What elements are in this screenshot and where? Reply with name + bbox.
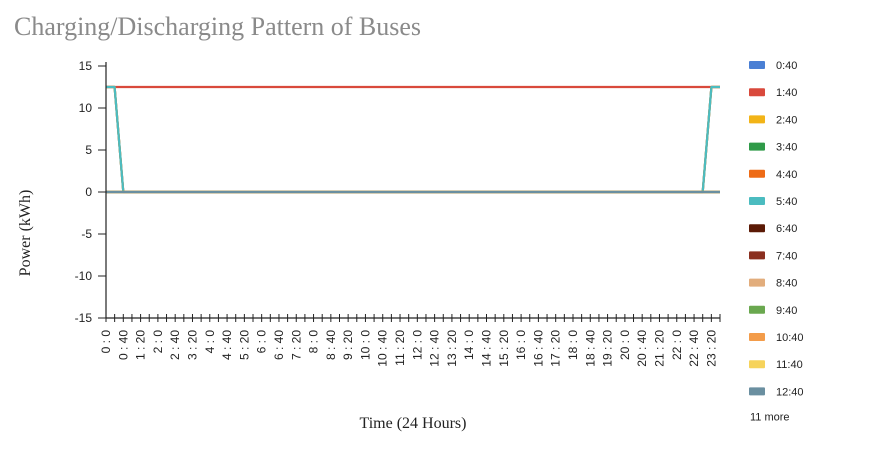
legend-swatch xyxy=(749,115,765,124)
legend-label: 6:40 xyxy=(776,223,797,235)
x-tick-label: 0 : 0 xyxy=(99,330,113,354)
x-tick-label: 4 : 0 xyxy=(203,330,217,354)
legend-label: 0:40 xyxy=(776,60,797,72)
x-tick-label: 21 : 20 xyxy=(653,330,667,367)
legend-more-link[interactable]: 11 more xyxy=(750,412,790,424)
x-tick-label: 10 : 40 xyxy=(376,330,390,367)
series-line-4 xyxy=(106,85,720,194)
x-tick-label: 22 : 40 xyxy=(687,330,701,367)
legend-label: 12:40 xyxy=(776,386,804,398)
x-tick-label: 18 : 40 xyxy=(583,330,597,367)
legend-swatch xyxy=(749,387,765,396)
legend-label: 10:40 xyxy=(776,332,804,344)
x-tick-label: 2 : 40 xyxy=(168,330,182,360)
y-axis-title: Power (kWh) xyxy=(17,190,34,277)
x-axis-title: Time (24 Hours) xyxy=(360,415,467,432)
y-tick-label: 15 xyxy=(79,59,93,73)
x-tick-label: 19 : 20 xyxy=(601,330,615,367)
x-tick-label: 1 : 20 xyxy=(134,330,148,360)
x-tick-label: 12 : 40 xyxy=(428,330,442,367)
x-tick-label: 8 : 40 xyxy=(324,330,338,360)
series-line-5 xyxy=(106,85,720,194)
x-tick-label: 6 : 40 xyxy=(272,330,286,360)
legend-label: 8:40 xyxy=(776,278,797,290)
x-tick-label: 13 : 20 xyxy=(445,330,459,367)
legend: 0:40 1:40 2:40 3:40 4:40 5:40 6:40 7:40 8:40 9:40… xyxy=(749,60,804,424)
x-tick-label: 14 : 0 xyxy=(462,330,476,360)
y-tick-label: -10 xyxy=(75,269,93,283)
x-tick-label: 16 : 0 xyxy=(514,330,528,360)
legend-label: 7:40 xyxy=(776,250,797,262)
legend-swatch xyxy=(749,169,765,178)
x-tick-label: 14 : 40 xyxy=(480,330,494,367)
x-tick-label: 11 : 20 xyxy=(393,330,407,366)
legend-label: 2:40 xyxy=(776,114,797,126)
legend-swatch xyxy=(749,305,765,314)
y-tick-label: 10 xyxy=(79,101,93,115)
x-tick-label: 17 : 20 xyxy=(549,330,563,367)
x-tick-label: 18 : 0 xyxy=(566,330,580,360)
series-line-2 xyxy=(106,85,720,194)
x-tick-label: 8 : 0 xyxy=(307,330,321,354)
y-tick-label: 0 xyxy=(85,185,92,199)
y-tick-label: 5 xyxy=(85,143,92,157)
x-tick-label: 0 : 40 xyxy=(116,330,130,360)
x-tick-label: 5 : 20 xyxy=(237,330,251,360)
chart-title: Charging/Discharging Pattern of Buses xyxy=(14,12,422,41)
x-tick-label: 4 : 40 xyxy=(220,330,234,360)
x-tick-label: 9 : 20 xyxy=(341,330,355,360)
x-tick-label: 6 : 0 xyxy=(255,330,269,354)
x-tick-label: 22 : 0 xyxy=(670,330,684,360)
x-tick-label: 7 : 20 xyxy=(289,330,303,360)
legend-label: 1:40 xyxy=(776,87,797,99)
y-tick-label: -15 xyxy=(75,311,93,325)
x-tick-label: 3 : 20 xyxy=(186,330,200,360)
x-tick-label: 23 : 20 xyxy=(704,330,718,367)
x-tick-label: 2 : 0 xyxy=(151,330,165,354)
x-tick-label: 10 : 0 xyxy=(358,330,372,360)
legend-swatch xyxy=(749,197,765,205)
legend-swatch xyxy=(749,278,765,287)
legend-swatch xyxy=(749,142,765,151)
legend-swatch xyxy=(749,333,765,341)
x-tick-label: 12 : 0 xyxy=(410,330,424,360)
legend-label: 11:40 xyxy=(776,359,803,371)
series-line-0 xyxy=(106,85,720,194)
legend-swatch xyxy=(749,61,765,69)
legend-label: 4:40 xyxy=(776,169,797,181)
series-layer xyxy=(106,85,720,194)
legend-label: 5:40 xyxy=(776,196,797,208)
y-tick-label: -5 xyxy=(81,227,92,241)
x-tick-label: 20 : 40 xyxy=(635,330,649,367)
x-tick-label: 16 : 40 xyxy=(531,330,545,367)
x-tick-label: 20 : 0 xyxy=(618,330,632,360)
legend-label: 9:40 xyxy=(776,305,797,317)
legend-swatch xyxy=(749,88,765,97)
legend-swatch xyxy=(749,224,765,233)
legend-label: 3:40 xyxy=(776,142,797,154)
legend-swatch xyxy=(749,360,765,369)
x-tick-label: 15 : 20 xyxy=(497,330,511,367)
legend-swatch xyxy=(749,251,765,260)
